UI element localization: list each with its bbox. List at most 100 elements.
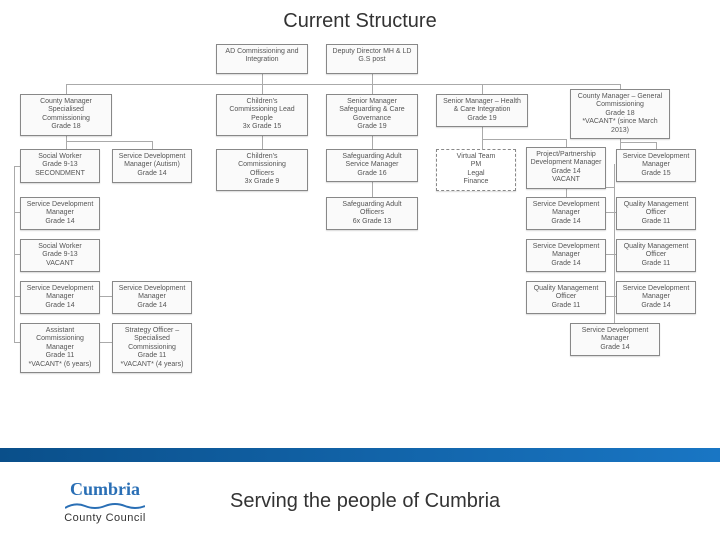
org-node-line: Grade 14 [23, 218, 97, 226]
org-node-line: VACANT [529, 176, 603, 184]
org-node-line: Manager [573, 335, 657, 343]
connector-line [566, 139, 567, 147]
org-node: Safeguarding AdultService ManagerGrade 1… [326, 149, 418, 182]
org-node-line: & Care Integration [439, 106, 525, 114]
org-node-line: Grade 19 [329, 123, 415, 131]
org-node-line: Service Development [573, 327, 657, 335]
org-node: Senior Manager – Health& Care Integratio… [436, 94, 528, 127]
org-node-line: Children's [219, 153, 305, 161]
org-node-line: Grade 18 [23, 123, 109, 131]
logo-wave-icon [65, 502, 145, 510]
org-node-line: Commissioning [573, 101, 667, 109]
org-node-line: Grade 14 [529, 218, 603, 226]
org-node: Service DevelopmentManagerGrade 14 [112, 281, 192, 314]
org-node-line: Service Development [115, 285, 189, 293]
org-node-line: Project/Partnership [529, 151, 603, 159]
org-node-line: Grade 11 [115, 352, 189, 360]
org-node-line: Virtual Team [439, 153, 513, 161]
connector-line [482, 139, 566, 140]
org-node-line: 3x Grade 15 [219, 123, 305, 131]
org-node-line: PM [439, 161, 513, 169]
org-node-line: Officer [529, 293, 603, 301]
org-node-line: Grade 11 [23, 352, 97, 360]
org-node: Service DevelopmentManagerGrade 14 [570, 323, 660, 356]
org-node-line: Manager [23, 293, 97, 301]
connector-line [262, 84, 263, 94]
connector-line [482, 84, 483, 94]
org-node-line: Commissioning [23, 115, 109, 123]
footer: Cumbria County Council Serving the peopl… [0, 462, 720, 540]
org-node-line: Manager [619, 293, 693, 301]
org-node-line: Grade 9-13 [23, 161, 97, 169]
org-node-line: Senior Manager [329, 98, 415, 106]
org-node-line: Grade 18 [573, 110, 667, 118]
logo: Cumbria County Council [0, 479, 180, 524]
org-node-line: Safeguarding & Care [329, 106, 415, 114]
org-node-line: Grade 15 [619, 170, 693, 178]
org-node-line: Assistant Commissioning [23, 327, 97, 344]
org-node-line: Children's [219, 98, 305, 106]
org-node-line: Service Development [23, 285, 97, 293]
org-node-line: Officer [619, 209, 693, 217]
org-node: Service DevelopmentManager (Autism)Grade… [112, 149, 192, 183]
org-node: Social WorkerGrade 9-13SECONDMENT [20, 149, 100, 183]
org-node-line: *VACANT* (4 years) [115, 361, 189, 369]
org-node-line: Grade 14 [529, 168, 603, 176]
org-node-line: *VACANT* (6 years) [23, 361, 97, 369]
org-node-line: Legal [439, 170, 513, 178]
org-node: Assistant CommissioningManagerGrade 11*V… [20, 323, 100, 373]
org-node: Children'sCommissioning LeadPeople3x Gra… [216, 94, 308, 136]
org-node: Service DevelopmentManagerGrade 14 [526, 239, 606, 272]
org-node-line: County Manager – General [573, 93, 667, 101]
org-node: County ManagerSpecialisedCommissioningGr… [20, 94, 112, 136]
org-node: Virtual TeamPMLegalFinance [436, 149, 516, 191]
org-node-line: Grade 11 [529, 302, 603, 310]
org-node-line: Grade 14 [619, 302, 693, 310]
org-node-line: 2013) [573, 127, 667, 135]
org-node-line: Officers [329, 209, 415, 217]
org-node-line: AD Commissioning and [219, 48, 305, 56]
org-node-line: Service Development [619, 153, 693, 161]
org-node-line: VACANT [23, 260, 97, 268]
org-node-line: Safeguarding Adult [329, 153, 415, 161]
org-node-line: Grade 9-13 [23, 251, 97, 259]
org-node-line: Grade 11 [619, 218, 693, 226]
org-node-line: Quality Management [619, 201, 693, 209]
org-node-line: Manager [23, 209, 97, 217]
org-node-line: Safeguarding Adult [329, 201, 415, 209]
org-node-line: Grade 14 [115, 302, 189, 310]
org-node-line: Service Development [23, 201, 97, 209]
org-node-line: Manager [23, 344, 97, 352]
org-node-line: Manager (Autism) [115, 161, 189, 169]
page-title: Current Structure [0, 0, 720, 39]
org-node-line: Quality Management [529, 285, 603, 293]
org-node-line: Grade 14 [23, 302, 97, 310]
org-node-line: Officer [619, 251, 693, 259]
org-node-line: Commissioning [219, 161, 305, 169]
connector-line [66, 84, 620, 85]
org-node-line: Manager [619, 161, 693, 169]
org-node-line: Quality Management [619, 243, 693, 251]
org-node-line: Grade 19 [439, 115, 525, 123]
footer-accent-bar [0, 448, 720, 462]
org-node-line: 6x Grade 13 [329, 218, 415, 226]
org-node-line: Service Development [619, 285, 693, 293]
org-node-line: Officers [219, 170, 305, 178]
org-node-line: Service Development [529, 201, 603, 209]
org-node-line: Specialised [23, 106, 109, 114]
org-node-line: Manager [529, 209, 603, 217]
org-node-line: Grade 16 [329, 170, 415, 178]
connector-line [100, 342, 112, 343]
org-node: Quality ManagementOfficerGrade 11 [616, 239, 696, 272]
org-node-line: People [219, 115, 305, 123]
connector-line [614, 311, 615, 323]
org-node-line: Social Worker [23, 243, 97, 251]
org-node-line: Manager [529, 251, 603, 259]
org-node: County Manager – GeneralCommissioningGra… [570, 89, 670, 139]
logo-subtitle: County Council [64, 512, 146, 524]
org-node-line: Commissioning Lead [219, 106, 305, 114]
connector-line [152, 141, 153, 149]
org-node: Service DevelopmentManagerGrade 14 [20, 281, 100, 314]
org-node: Project/PartnershipDevelopment ManagerGr… [526, 147, 606, 189]
org-node: Senior ManagerSafeguarding & CareGoverna… [326, 94, 418, 136]
